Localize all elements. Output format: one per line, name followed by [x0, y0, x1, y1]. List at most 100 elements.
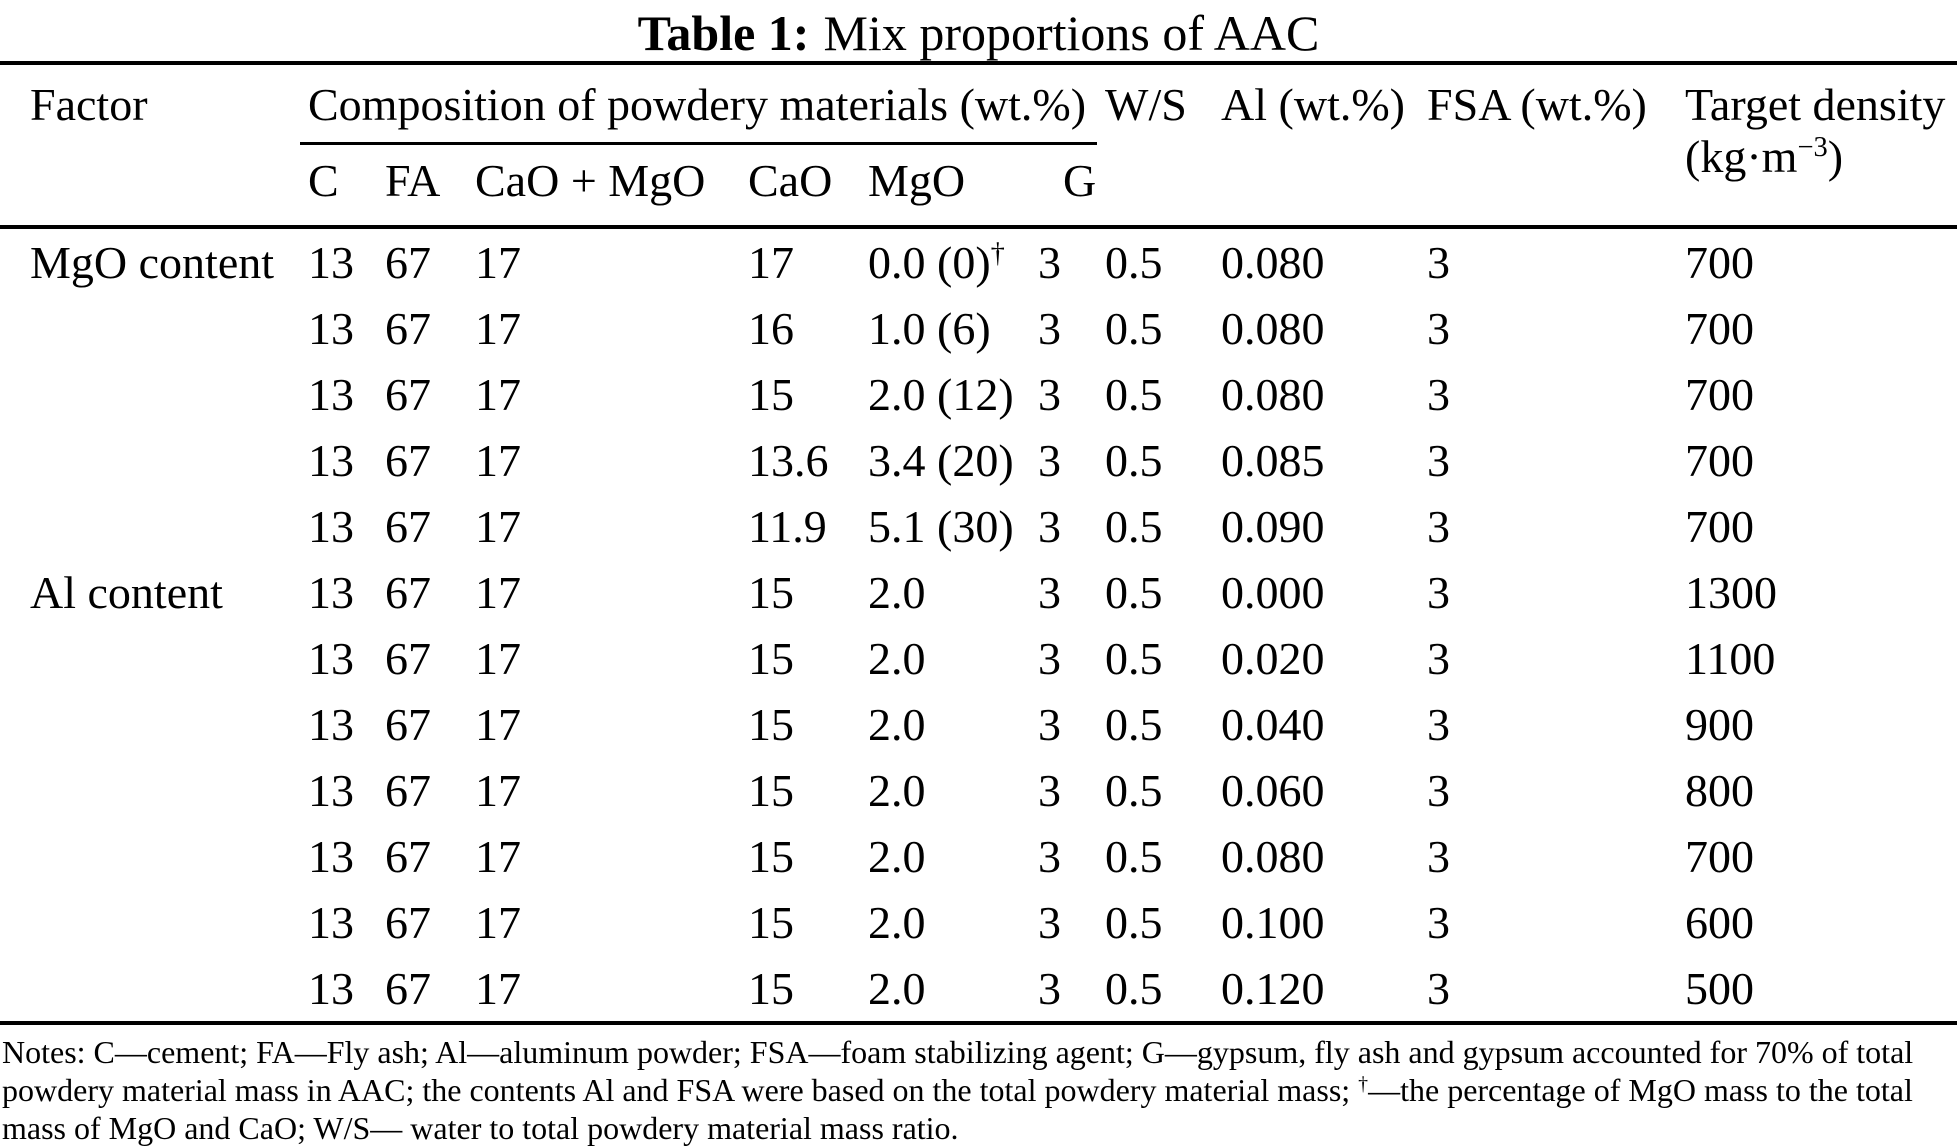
unit-suffix: ): [1827, 131, 1844, 182]
value-cell: 67: [385, 566, 431, 618]
column-header-al: Al (wt.%): [1221, 79, 1405, 130]
value-cell: 700: [1685, 302, 1755, 354]
value-cell: 17: [475, 434, 521, 486]
table-caption: Table 1: Mix proportions of AAC: [0, 0, 1957, 61]
value-cell: 67: [385, 896, 431, 948]
value-cell: 13: [308, 962, 354, 1014]
value-cell: 0.040: [1221, 698, 1325, 750]
value-cell: 17: [475, 896, 521, 948]
value-cell: 17: [475, 830, 521, 882]
value-cell: 3: [1427, 896, 1451, 948]
factor-cell: MgO content: [30, 236, 275, 288]
target-density-unit: (kg·m−3): [1685, 131, 1957, 183]
value-cell: 3: [1427, 764, 1451, 816]
value-cell: 67: [385, 434, 431, 486]
value-cell: 17: [475, 500, 521, 552]
value-cell: 2.0: [868, 830, 926, 882]
value-cell: 5.1 (30): [868, 500, 1014, 552]
value-cell: 13: [308, 500, 354, 552]
value-cell: 2.0: [868, 566, 926, 618]
value-cell: 13: [308, 566, 354, 618]
value-cell: 13: [308, 896, 354, 948]
value-cell: 15: [748, 698, 794, 750]
column-header-g: G: [1063, 154, 1097, 206]
value-cell: 0.5: [1105, 302, 1163, 354]
value-cell: 0.5: [1105, 566, 1163, 618]
value-cell: 0.090: [1221, 500, 1325, 552]
value-cell: 67: [385, 302, 431, 354]
value-cell: 2.0: [868, 698, 926, 750]
value-cell: 2.0: [868, 632, 926, 684]
value-cell: 13.6: [748, 434, 829, 486]
value-cell: 17: [475, 368, 521, 420]
dagger-superscript: †: [1358, 1073, 1369, 1096]
factor-cell: [0, 295, 300, 361]
value-cell: 17: [475, 566, 521, 618]
value-cell: 2.0: [868, 962, 926, 1014]
value-cell: 15: [748, 962, 794, 1014]
target-density-label: Target density: [1685, 79, 1946, 130]
table-row: 13 67 17 15 2.0 3 0.5 0.060 3 800: [0, 757, 1957, 823]
value-cell: 3: [1427, 698, 1451, 750]
table-caption-text: Mix proportions of AAC: [823, 5, 1320, 61]
value-cell: 0.0 (0)†: [868, 236, 1005, 288]
value-cell: 13: [308, 632, 354, 684]
value-cell: 13: [308, 236, 354, 288]
factor-cell: Al content: [30, 566, 223, 618]
notes: Notes: C—cement; FA—Fly ash; Al—aluminum…: [0, 1033, 1957, 1147]
value-cell: 3: [1427, 962, 1451, 1014]
value-cell: 13: [308, 302, 354, 354]
value-cell: 1100: [1685, 632, 1776, 684]
value-cell: 700: [1685, 830, 1755, 882]
factor-cell: [0, 757, 300, 823]
value-cell: 0.5: [1105, 896, 1163, 948]
table-row: 13 67 17 15 2.0 3 0.5 0.100 3 600: [0, 889, 1957, 955]
value-cell: 3: [1038, 764, 1061, 816]
column-group-header-composition: Composition of powdery materials (wt.%): [300, 63, 1098, 145]
column-header-fsa: FSA (wt.%): [1427, 79, 1647, 130]
value-cell: 0.020: [1221, 632, 1325, 684]
value-cell: 0.5: [1105, 830, 1163, 882]
value-cell: 2.0: [868, 896, 926, 948]
value-cell: 3: [1427, 368, 1451, 420]
table-body: MgO content 13 67 17 17 0.0 (0)† 3 0.5 0.080 3 700…: [0, 227, 1957, 1023]
value-cell: 0.5: [1105, 368, 1163, 420]
value-cell: 15: [748, 632, 794, 684]
value-cell: 2.0: [868, 764, 926, 816]
unit-exponent: −3: [1797, 132, 1828, 164]
dagger-superscript: †: [990, 237, 1005, 269]
table-row: 13 67 17 15 2.0 3 0.5 0.120 3 500: [0, 955, 1957, 1023]
value-cell: 900: [1685, 698, 1755, 750]
value-cell: 3: [1038, 368, 1061, 420]
value-cell: 0.5: [1105, 500, 1163, 552]
value-cell: 3.4 (20): [868, 434, 1014, 486]
header-row-2: C FA CaO + MgO CaO MgO G: [0, 143, 1957, 227]
value-cell: 3: [1038, 566, 1061, 618]
table-row: MgO content 13 67 17 17 0.0 (0)† 3 0.5 0.080 3 700: [0, 227, 1957, 295]
value-cell: 13: [308, 434, 354, 486]
value-cell: 16: [748, 302, 794, 354]
column-header-cao-mgo: CaO + MgO: [475, 154, 706, 206]
value-cell: 0.5: [1105, 632, 1163, 684]
value-cell: 0.085: [1221, 434, 1325, 486]
factor-cell: [0, 691, 300, 757]
column-header-target-density: Target density (kg·m−3): [1677, 63, 1957, 227]
value-cell: 600: [1685, 896, 1755, 948]
table-row: 13 67 17 15 2.0 3 0.5 0.040 3 900: [0, 691, 1957, 757]
factor-cell: [0, 361, 300, 427]
table-row: 13 67 17 15 2.0 3 0.5 0.080 3 700: [0, 823, 1957, 889]
notes-line: powdery material mass in AAC; the conten…: [2, 1072, 1913, 1108]
value-cell: 67: [385, 368, 431, 420]
value-cell: 3: [1427, 434, 1451, 486]
column-header-ws: W/S: [1105, 79, 1187, 130]
table-row: 13 67 17 15 2.0 3 0.5 0.020 3 1100: [0, 625, 1957, 691]
value-cell: 11.9: [748, 500, 827, 552]
value-cell: 17: [475, 632, 521, 684]
value-cell: 3: [1427, 632, 1451, 684]
table-row: 13 67 17 11.9 5.1 (30) 3 0.5 0.090 3 700: [0, 493, 1957, 559]
value-cell: 3: [1038, 896, 1061, 948]
value-cell: 67: [385, 632, 431, 684]
value-cell: 0.060: [1221, 764, 1325, 816]
value-cell: 67: [385, 764, 431, 816]
value-cell: 1300: [1685, 566, 1778, 618]
